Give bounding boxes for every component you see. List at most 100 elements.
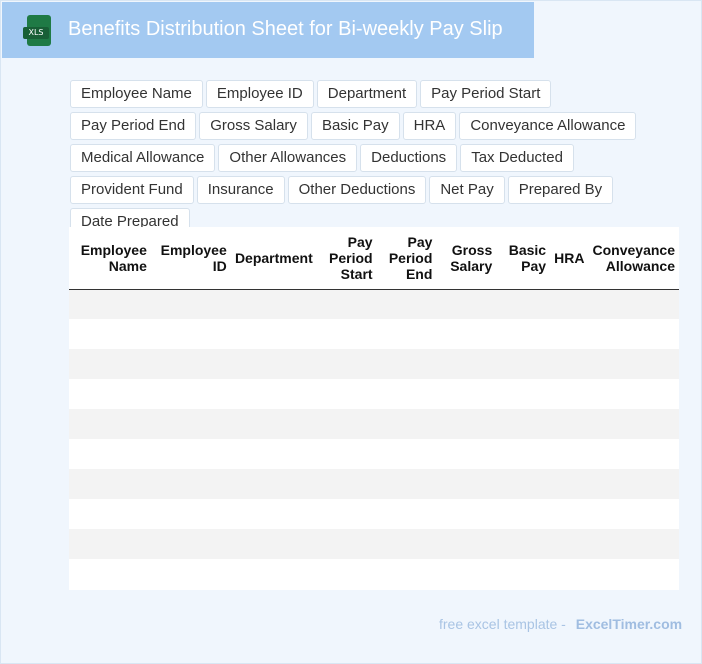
table-cell[interactable] xyxy=(316,469,377,499)
column-header[interactable]: Conveyance Allowance xyxy=(588,227,679,290)
table-cell[interactable] xyxy=(230,349,317,379)
table-cell[interactable] xyxy=(496,469,551,499)
table-cell[interactable] xyxy=(376,559,437,589)
table-cell[interactable] xyxy=(150,379,231,409)
table-cell[interactable] xyxy=(550,409,589,439)
table-cell[interactable] xyxy=(69,289,151,319)
table-cell[interactable] xyxy=(230,469,317,499)
table-cell[interactable] xyxy=(376,529,437,559)
field-chip[interactable]: HRA xyxy=(402,112,457,140)
table-cell[interactable] xyxy=(69,409,151,439)
column-header[interactable]: Department xyxy=(230,227,317,290)
table-cell[interactable] xyxy=(150,349,231,379)
table-cell[interactable] xyxy=(496,409,551,439)
table-cell[interactable] xyxy=(150,499,231,529)
table-cell[interactable] xyxy=(316,499,377,529)
table-cell[interactable] xyxy=(150,289,231,319)
table-cell[interactable] xyxy=(316,349,377,379)
field-chip[interactable]: Medical Allowance xyxy=(70,144,216,172)
table-cell[interactable] xyxy=(588,349,679,379)
table-cell[interactable] xyxy=(376,349,437,379)
column-header[interactable]: HRA xyxy=(550,227,589,290)
table-cell[interactable] xyxy=(376,289,437,319)
table-cell[interactable] xyxy=(588,469,679,499)
table-cell[interactable] xyxy=(436,469,497,499)
field-chip[interactable]: Provident Fund xyxy=(70,176,194,204)
field-chip[interactable]: Other Deductions xyxy=(287,176,427,204)
field-chip[interactable]: Gross Salary xyxy=(199,112,308,140)
table-cell[interactable] xyxy=(588,559,679,589)
table-cell[interactable] xyxy=(230,529,317,559)
table-cell[interactable] xyxy=(496,439,551,469)
table-cell[interactable] xyxy=(230,439,317,469)
table-cell[interactable] xyxy=(69,529,151,559)
table-cell[interactable] xyxy=(230,289,317,319)
table-cell[interactable] xyxy=(69,439,151,469)
table-cell[interactable] xyxy=(69,469,151,499)
table-cell[interactable] xyxy=(588,409,679,439)
table-cell[interactable] xyxy=(588,499,679,529)
column-header[interactable]: Basic Pay xyxy=(496,227,551,290)
table-cell[interactable] xyxy=(376,469,437,499)
table-cell[interactable] xyxy=(230,319,317,349)
table-cell[interactable] xyxy=(150,409,231,439)
table-cell[interactable] xyxy=(230,409,317,439)
table-cell[interactable] xyxy=(376,319,437,349)
table-cell[interactable] xyxy=(69,349,151,379)
footer-brand-link[interactable]: ExcelTimer.com xyxy=(575,616,683,632)
table-cell[interactable] xyxy=(550,469,589,499)
column-header[interactable]: Pay Period End xyxy=(376,227,437,290)
table-cell[interactable] xyxy=(436,499,497,529)
table-cell[interactable] xyxy=(436,319,497,349)
table-cell[interactable] xyxy=(316,439,377,469)
table-cell[interactable] xyxy=(550,499,589,529)
table-cell[interactable] xyxy=(588,289,679,319)
table-cell[interactable] xyxy=(69,499,151,529)
table-cell[interactable] xyxy=(316,529,377,559)
table-cell[interactable] xyxy=(316,559,377,589)
field-chip[interactable]: Prepared By xyxy=(507,176,614,204)
table-cell[interactable] xyxy=(316,379,377,409)
table-cell[interactable] xyxy=(230,379,317,409)
table-cell[interactable] xyxy=(436,529,497,559)
field-chip[interactable]: Insurance xyxy=(196,176,285,204)
table-cell[interactable] xyxy=(69,319,151,349)
table-cell[interactable] xyxy=(550,349,589,379)
table-cell[interactable] xyxy=(230,499,317,529)
table-cell[interactable] xyxy=(550,379,589,409)
field-chip[interactable]: Pay Period End xyxy=(70,112,197,140)
field-chip[interactable]: Net Pay xyxy=(429,176,505,204)
column-header[interactable]: Pay Period Start xyxy=(316,227,377,290)
table-cell[interactable] xyxy=(436,409,497,439)
column-header[interactable]: Employee Name xyxy=(69,227,151,290)
table-cell[interactable] xyxy=(69,379,151,409)
column-header[interactable]: Gross Salary xyxy=(436,227,497,290)
table-cell[interactable] xyxy=(376,409,437,439)
table-cell[interactable] xyxy=(550,319,589,349)
table-cell[interactable] xyxy=(150,469,231,499)
table-cell[interactable] xyxy=(150,529,231,559)
field-chip[interactable]: Employee ID xyxy=(205,80,314,108)
field-chip[interactable]: Other Allowances xyxy=(218,144,358,172)
field-chip[interactable]: Pay Period Start xyxy=(420,80,552,108)
table-cell[interactable] xyxy=(496,379,551,409)
table-cell[interactable] xyxy=(150,559,231,589)
table-cell[interactable] xyxy=(496,319,551,349)
table-cell[interactable] xyxy=(316,409,377,439)
table-cell[interactable] xyxy=(436,559,497,589)
field-chip[interactable]: Tax Deducted xyxy=(460,144,574,172)
table-cell[interactable] xyxy=(496,349,551,379)
field-chip[interactable]: Conveyance Allowance xyxy=(459,112,637,140)
table-cell[interactable] xyxy=(436,379,497,409)
table-cell[interactable] xyxy=(550,559,589,589)
table-cell[interactable] xyxy=(316,289,377,319)
table-cell[interactable] xyxy=(496,289,551,319)
table-cell[interactable] xyxy=(230,559,317,589)
field-chip[interactable]: Basic Pay xyxy=(310,112,400,140)
field-chip[interactable]: Deductions xyxy=(360,144,458,172)
column-header[interactable]: Employee ID xyxy=(150,227,231,290)
table-cell[interactable] xyxy=(150,319,231,349)
table-cell[interactable] xyxy=(436,439,497,469)
field-chip[interactable]: Department xyxy=(316,80,418,108)
table-cell[interactable] xyxy=(376,499,437,529)
